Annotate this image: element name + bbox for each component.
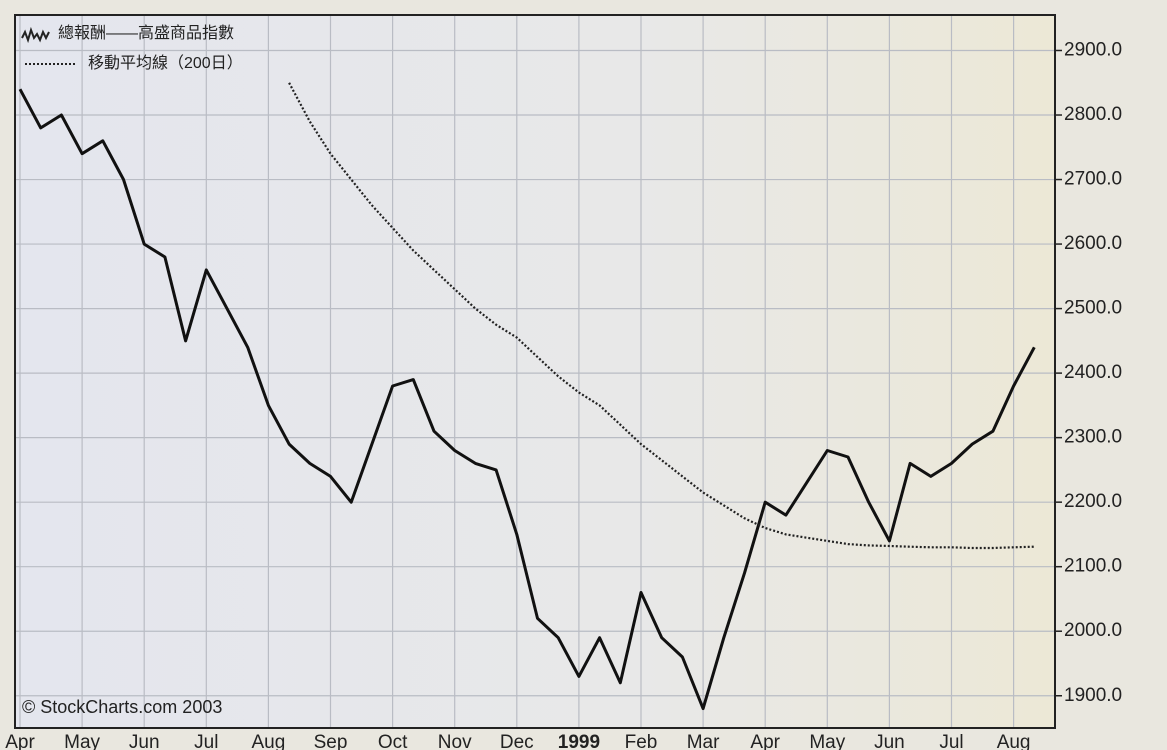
legend-label: 總報酬——高盛商品指數: [58, 24, 234, 42]
x-tick-label: Nov: [438, 732, 472, 750]
x-tick-label: Feb: [625, 732, 658, 750]
plot-frame: [14, 14, 1056, 729]
annotation: © StockCharts.com 2003: [22, 697, 222, 717]
x-tick-label: 1999: [558, 732, 600, 750]
y-tick-label: 2400.0: [1064, 362, 1122, 383]
x-tick-label: May: [809, 732, 845, 750]
x-tick-label: Jul: [194, 732, 218, 750]
x-tick-label: May: [64, 732, 100, 750]
y-tick-label: 2600.0: [1064, 233, 1122, 254]
y-tick-label: 2200.0: [1064, 491, 1122, 512]
x-tick-label: Apr: [750, 732, 780, 750]
legend-icon: [21, 26, 50, 44]
x-tick-label: Mar: [687, 732, 720, 750]
x-tick-label: Sep: [314, 732, 348, 750]
plot-area: [15, 15, 1055, 728]
y-tick-label: 1900.0: [1064, 685, 1122, 706]
y-tick-label: 2900.0: [1064, 40, 1122, 61]
x-tick-label: Aug: [997, 732, 1031, 750]
y-tick-label: 2100.0: [1064, 556, 1122, 577]
series-line: [18, 88, 1036, 711]
x-tick-label: Apr: [5, 732, 35, 750]
y-tick-label: 2500.0: [1064, 298, 1122, 319]
legend-label: 移動平均線（200日）: [88, 54, 243, 72]
x-tick-label: Jun: [129, 732, 160, 750]
y-tick-label: 2300.0: [1064, 427, 1122, 448]
y-tick-label: 2700.0: [1064, 169, 1122, 190]
x-tick-label: Jun: [874, 732, 905, 750]
x-tick-label: Oct: [378, 732, 408, 750]
x-tick-label: Aug: [251, 732, 285, 750]
y-tick-label: 2000.0: [1064, 620, 1122, 641]
series-line: [288, 82, 1035, 550]
x-tick-label: Dec: [500, 732, 534, 750]
x-tick-label: Jul: [939, 732, 963, 750]
y-tick-label: 2800.0: [1064, 104, 1122, 125]
